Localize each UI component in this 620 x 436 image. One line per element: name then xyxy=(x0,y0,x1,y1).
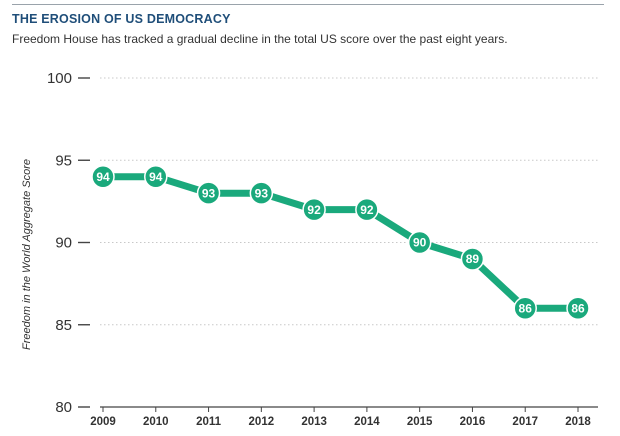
chart-subtitle: Freedom House has tracked a gradual decl… xyxy=(12,32,508,46)
data-label-2015: 90 xyxy=(413,236,427,250)
x-tick-label-2016: 2016 xyxy=(460,416,486,428)
data-point-2016 xyxy=(460,247,485,271)
data-label-2016: 89 xyxy=(466,252,480,266)
y-tick-label-85: 85 xyxy=(55,317,72,334)
series-polyline xyxy=(99,173,582,312)
y-tick-label-80: 80 xyxy=(55,399,72,416)
x-tick-label-2012: 2012 xyxy=(249,416,275,428)
x-tick-label-2018: 2018 xyxy=(565,416,591,428)
y-tick-label-95: 95 xyxy=(55,152,72,169)
data-label-2014: 92 xyxy=(360,203,374,217)
data-point-2011 xyxy=(196,181,221,205)
x-axis: 2009 2010 2011 2012 2013 2014 2015 2016 2017 2018 xyxy=(90,406,598,428)
series-line xyxy=(99,173,582,312)
y-tick-label-90: 90 xyxy=(55,235,72,252)
data-label-2010: 94 xyxy=(149,170,163,184)
gridlines xyxy=(100,77,598,326)
y-tick-label-100: 100 xyxy=(47,70,72,87)
data-point-2018 xyxy=(566,296,590,321)
data-label-2017: 86 xyxy=(519,302,533,316)
top-rule xyxy=(12,4,604,5)
x-tick-label-2013: 2013 xyxy=(301,416,327,428)
x-tick-label-2009: 2009 xyxy=(90,416,116,428)
data-point-2014 xyxy=(355,197,379,222)
x-tick-label-2010: 2010 xyxy=(143,416,169,428)
x-tick-label-2015: 2015 xyxy=(407,416,433,428)
data-label-2011: 93 xyxy=(202,186,216,200)
data-point-2010 xyxy=(144,164,168,189)
data-label-2013: 92 xyxy=(307,203,321,217)
x-tick-label-2011: 2011 xyxy=(196,416,222,428)
data-point-2012 xyxy=(249,181,274,205)
data-label-2018: 86 xyxy=(571,302,585,316)
x-tick-label-2014: 2014 xyxy=(354,416,380,428)
x-tick-label-2017: 2017 xyxy=(512,416,538,428)
data-label-2012: 93 xyxy=(255,186,269,200)
chart-title: THE EROSION OF US DEMOCRACY xyxy=(12,12,231,26)
data-points: 94 94 93 93 92 92 90 89 86 86 xyxy=(91,164,590,321)
data-point-2013 xyxy=(302,197,326,222)
data-point-2017 xyxy=(513,296,537,321)
data-point-2015 xyxy=(407,230,432,255)
y-axis: 80 85 90 95 100 xyxy=(47,70,90,416)
data-label-2009: 94 xyxy=(96,170,110,184)
y-axis-label: Freedom in the World Aggregate Score xyxy=(21,159,33,350)
data-point-2009 xyxy=(91,164,115,189)
